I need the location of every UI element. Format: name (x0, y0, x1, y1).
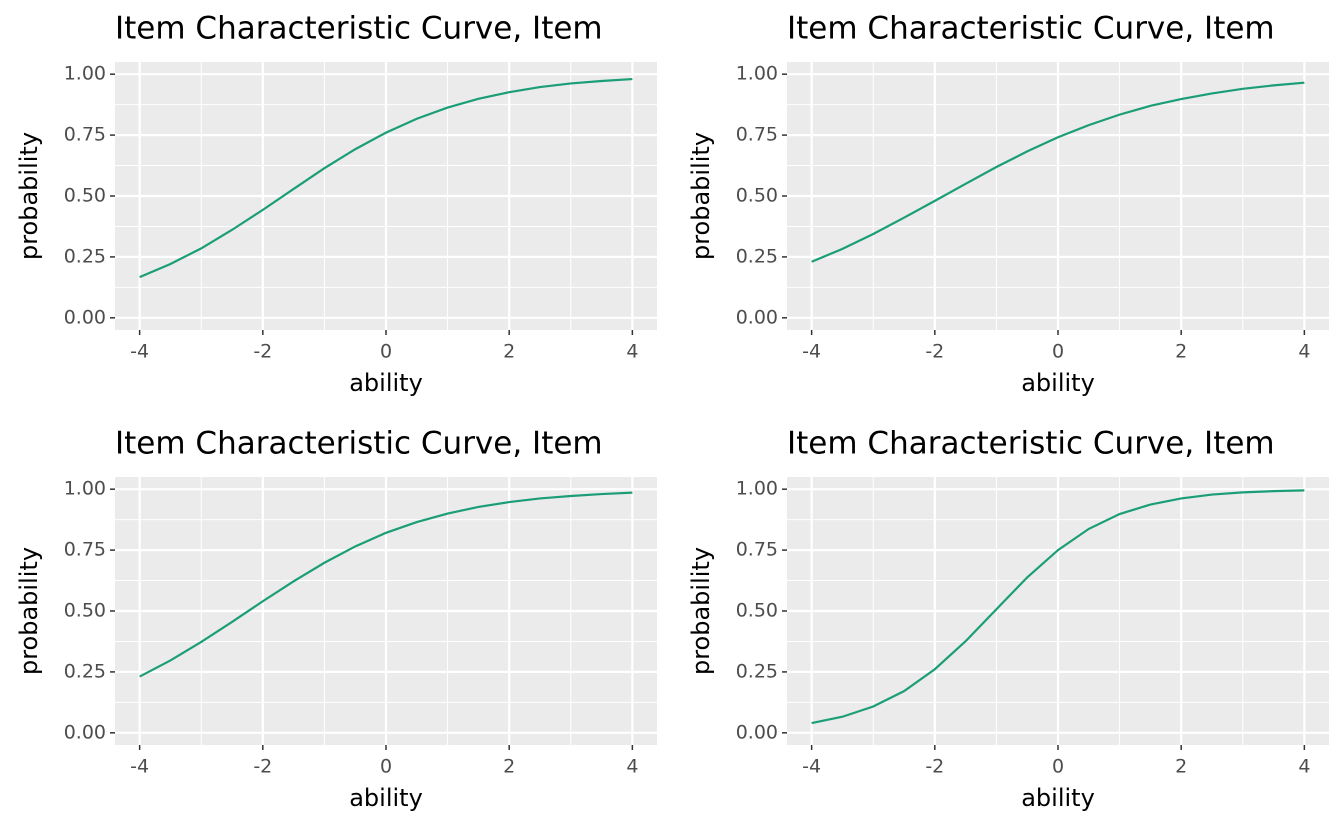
x-tick-label: 2 (503, 756, 515, 778)
y-axis-title: probability (687, 132, 715, 260)
x-tick-label: 4 (1298, 341, 1310, 363)
x-tick-label: -4 (802, 756, 821, 778)
panel: -4 -2 0 2 4 0.00 0.25 0.50 0.75 1.00 ability probab… (15, 426, 657, 812)
y-tick-label: 0.00 (736, 721, 778, 743)
y-tick-label: 1.00 (736, 478, 778, 500)
panel: -4 -2 0 2 4 0.00 0.25 0.50 0.75 1.00 ability probab… (687, 11, 1329, 397)
y-tick-label: 0.75 (64, 124, 106, 146)
y-tick-label: 0.25 (736, 660, 778, 682)
x-tick-label: 4 (1298, 756, 1310, 778)
x-tick-label: 4 (626, 341, 638, 363)
y-tick-label: 0.75 (736, 124, 778, 146)
x-tick-label: -2 (925, 341, 944, 363)
chart-title: Item Characteristic Curve, Item (787, 11, 1275, 47)
curve (139, 77, 633, 279)
x-tick-label: -4 (130, 341, 149, 363)
x-tick-label: 0 (1052, 341, 1064, 363)
chart-title: Item Characteristic Curve, Item (115, 426, 603, 462)
chart-title: Item Characteristic Curve, Item (115, 11, 603, 47)
x-tick-label: -2 (253, 756, 272, 778)
x-tick-label: -4 (130, 756, 149, 778)
y-axis-title: probability (15, 547, 43, 675)
x-axis-title: ability (349, 369, 423, 397)
x-tick-label: 2 (1175, 341, 1187, 363)
curve (811, 489, 1305, 725)
x-tick-label: 4 (626, 756, 638, 778)
chart-title: Item Characteristic Curve, Item (787, 426, 1275, 462)
y-tick-label: 0.25 (64, 245, 106, 267)
y-tick-label: 0.50 (64, 185, 106, 207)
y-tick-label: 0.50 (736, 600, 778, 622)
y-tick-label: 0.00 (64, 721, 106, 743)
y-axis-title: probability (687, 547, 715, 675)
x-tick-label: 2 (503, 341, 515, 363)
y-tick-label: 0.50 (736, 185, 778, 207)
y-tick-label: 0.50 (64, 600, 106, 622)
curve (811, 81, 1305, 263)
panel: -4 -2 0 2 4 0.00 0.25 0.50 0.75 1.00 ability probab… (15, 11, 657, 397)
x-tick-label: -4 (802, 341, 821, 363)
x-tick-label: 2 (1175, 756, 1187, 778)
y-tick-label: 1.00 (736, 63, 778, 85)
y-tick-label: 0.75 (736, 539, 778, 561)
x-axis-title: ability (1021, 784, 1095, 812)
y-tick-label: 0.25 (736, 245, 778, 267)
y-tick-label: 0.25 (64, 660, 106, 682)
y-tick-label: 0.00 (64, 306, 106, 328)
x-tick-label: 0 (380, 756, 392, 778)
x-tick-label: 0 (1052, 756, 1064, 778)
y-tick-label: 1.00 (64, 478, 106, 500)
x-axis-title: ability (1021, 369, 1095, 397)
x-tick-label: -2 (253, 341, 272, 363)
panel: -4 -2 0 2 4 0.00 0.25 0.50 0.75 1.00 ability probab… (687, 426, 1329, 812)
x-tick-label: 0 (380, 341, 392, 363)
y-tick-label: 0.75 (64, 539, 106, 561)
x-tick-label: -2 (925, 756, 944, 778)
curve (139, 491, 633, 678)
y-tick-label: 1.00 (64, 63, 106, 85)
y-tick-label: 0.00 (736, 306, 778, 328)
x-axis-title: ability (349, 784, 423, 812)
y-axis-title: probability (15, 132, 43, 260)
